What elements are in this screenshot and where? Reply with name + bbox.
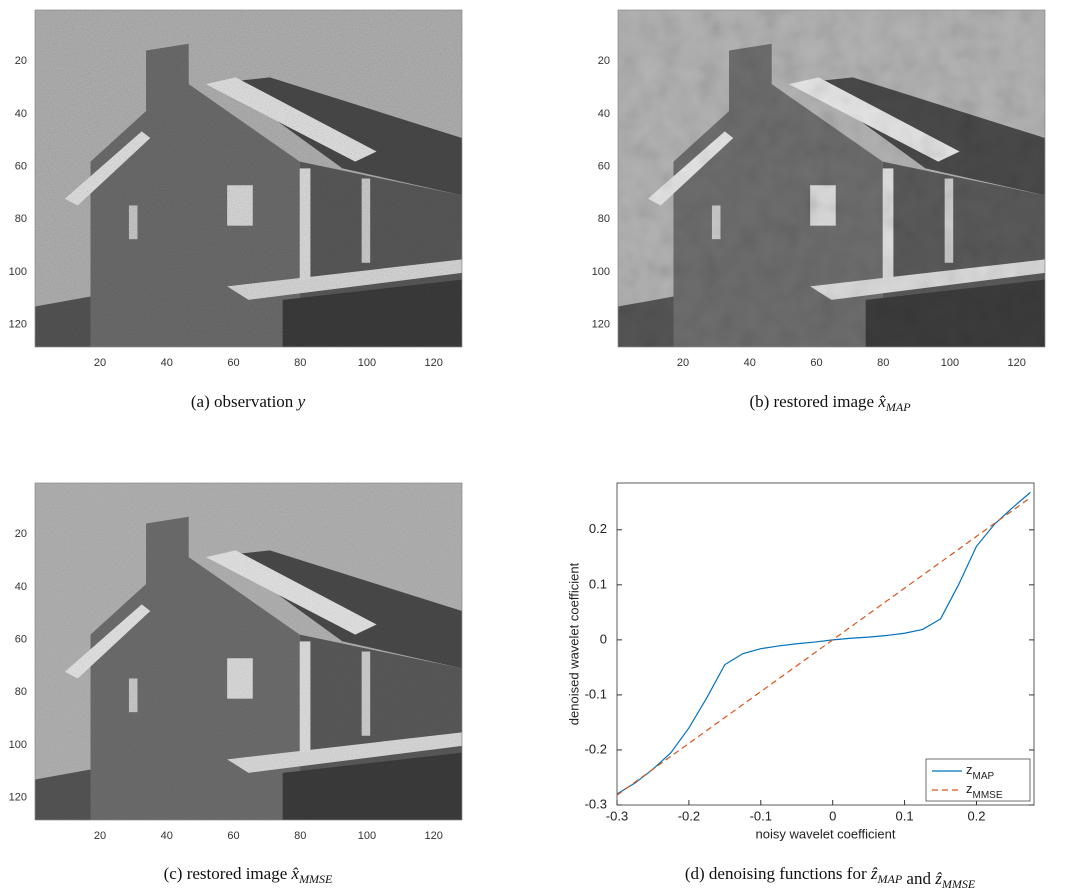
y-tick-label: 100 — [9, 739, 27, 751]
y-tick-label: 60 — [15, 161, 27, 173]
y-axis-label: denoised wavelet coefficient — [566, 562, 581, 725]
caption-math: x̂ — [291, 864, 300, 883]
x-tick-label: 60 — [227, 357, 239, 369]
x-tick-label: 0.1 — [896, 808, 914, 823]
x-tick-label: -0.3 — [606, 808, 628, 823]
image-noise — [35, 10, 462, 347]
legend-label: zMMSE — [966, 781, 1003, 800]
caption-text: (d) denoising functions for — [685, 864, 871, 883]
caption-subscript: MMSE — [941, 877, 976, 891]
x-tick-label: 100 — [941, 357, 959, 369]
y-tick-label: 120 — [9, 792, 27, 804]
caption-subscript: MMSE — [298, 872, 333, 886]
y-tick-label: 60 — [598, 161, 610, 173]
y-tick-label: 80 — [598, 213, 610, 225]
x-tick-label: 40 — [161, 357, 173, 369]
x-tick-label: 100 — [358, 357, 376, 369]
x-tick-label: 80 — [294, 357, 306, 369]
x-tick-label: 120 — [424, 357, 442, 369]
caption-text: (a) observation — [191, 392, 298, 411]
legend-name: z — [966, 762, 973, 777]
y-tick-label: 0.1 — [589, 576, 607, 591]
y-tick-label: 60 — [15, 634, 27, 646]
caption-math: ẑ — [934, 869, 942, 888]
caption: (b) restored image x̂MAP — [749, 392, 911, 414]
image — [617, 9, 1046, 348]
legend-subscript: MMSE — [973, 790, 1003, 801]
caption: (d) denoising functions for ẑMAP and ẑMM… — [685, 864, 976, 891]
caption-text: (c) restored image — [164, 864, 292, 883]
x-tick-label: 60 — [227, 830, 239, 842]
y-tick-label: 80 — [15, 213, 27, 225]
x-tick-label: 80 — [294, 830, 306, 842]
image-noise — [35, 483, 462, 820]
x-tick-label: 120 — [1007, 357, 1025, 369]
caption-text: (b) restored image — [749, 392, 878, 411]
legend-label: zMAP — [966, 762, 995, 781]
y-tick-label: 40 — [15, 581, 27, 593]
y-tick-label: 0.2 — [589, 521, 607, 536]
x-tick-label: 100 — [358, 830, 376, 842]
y-tick-label: 120 — [592, 319, 610, 331]
plot-frame — [616, 482, 1035, 806]
caption-math: ẑ — [870, 864, 878, 883]
x-tick-label: 0.2 — [967, 808, 985, 823]
x-tick-label: -0.2 — [678, 808, 700, 823]
legend-subscript: MAP — [973, 771, 995, 782]
image-noise — [618, 10, 1045, 347]
y-tick-label: 100 — [592, 266, 610, 278]
y-tick-label: -0.3 — [585, 796, 607, 811]
x-tick-label: 40 — [744, 357, 756, 369]
x-tick-label: 20 — [94, 830, 106, 842]
line-series — [616, 497, 1031, 796]
caption: (c) restored image x̂MMSE — [164, 864, 333, 886]
y-tick-label: -0.2 — [585, 741, 607, 756]
x-tick-label: 0 — [829, 808, 836, 823]
x-tick-label: 20 — [94, 357, 106, 369]
x-tick-label: 120 — [424, 830, 442, 842]
x-tick-label: 80 — [877, 357, 889, 369]
image — [34, 9, 463, 348]
y-tick-label: 100 — [9, 266, 27, 278]
image — [34, 482, 463, 821]
x-tick-label: 60 — [810, 357, 822, 369]
caption-math: y — [296, 392, 306, 411]
image-frame — [34, 9, 463, 348]
x-tick-label: 20 — [677, 357, 689, 369]
caption-subscript: MAP — [877, 872, 903, 886]
y-tick-label: -0.1 — [585, 686, 607, 701]
legend-name: z — [966, 781, 973, 796]
legend-box — [925, 758, 1031, 802]
caption: (a) observation y — [191, 392, 306, 411]
x-tick-label: 40 — [161, 830, 173, 842]
y-tick-label: 40 — [598, 108, 610, 120]
y-tick-label: 0 — [600, 631, 607, 646]
x-tick-label: -0.1 — [750, 808, 772, 823]
y-tick-label: 40 — [15, 108, 27, 120]
line-series — [616, 491, 1031, 795]
image-frame — [617, 9, 1046, 348]
y-tick-label: 20 — [15, 55, 27, 67]
y-tick-label: 20 — [598, 55, 610, 67]
caption-math: x̂ — [877, 392, 886, 411]
caption-text: and — [902, 869, 935, 888]
y-tick-label: 80 — [15, 686, 27, 698]
x-axis-label: noisy wavelet coefficient — [756, 826, 896, 841]
caption-subscript: MAP — [885, 400, 911, 414]
y-tick-label: 120 — [9, 319, 27, 331]
y-tick-label: 20 — [15, 528, 27, 540]
image-frame — [34, 482, 463, 821]
